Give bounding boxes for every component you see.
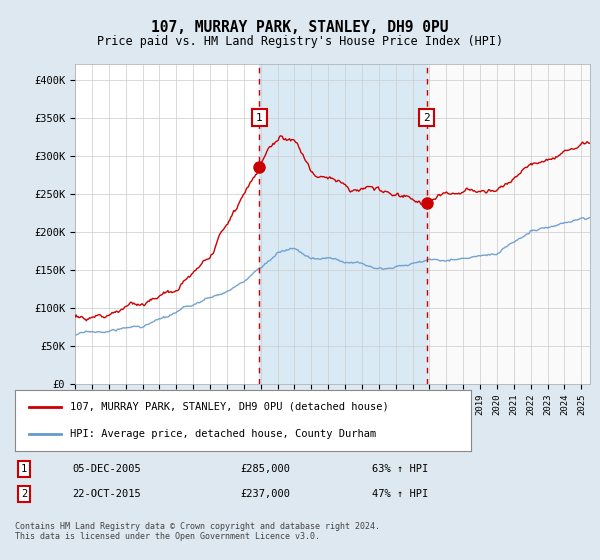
Text: Contains HM Land Registry data © Crown copyright and database right 2024.
This d: Contains HM Land Registry data © Crown c… — [15, 522, 380, 542]
Text: 107, MURRAY PARK, STANLEY, DH9 0PU (detached house): 107, MURRAY PARK, STANLEY, DH9 0PU (deta… — [70, 402, 388, 412]
Bar — [259, 64, 427, 384]
Text: 63% ↑ HPI: 63% ↑ HPI — [372, 464, 428, 474]
Text: £237,000: £237,000 — [240, 489, 290, 499]
Text: HPI: Average price, detached house, County Durham: HPI: Average price, detached house, Coun… — [70, 430, 376, 440]
Bar — [427, 64, 590, 384]
Text: 2: 2 — [423, 113, 430, 123]
Text: Price paid vs. HM Land Registry's House Price Index (HPI): Price paid vs. HM Land Registry's House … — [97, 35, 503, 48]
Text: 1: 1 — [256, 113, 263, 123]
Text: 107, MURRAY PARK, STANLEY, DH9 0PU: 107, MURRAY PARK, STANLEY, DH9 0PU — [151, 20, 449, 35]
Text: 47% ↑ HPI: 47% ↑ HPI — [372, 489, 428, 499]
Text: 1: 1 — [21, 464, 27, 474]
Text: 2: 2 — [21, 489, 27, 499]
Text: £285,000: £285,000 — [240, 464, 290, 474]
Text: 05-DEC-2005: 05-DEC-2005 — [72, 464, 141, 474]
Bar — [427, 64, 590, 384]
Text: 22-OCT-2015: 22-OCT-2015 — [72, 489, 141, 499]
